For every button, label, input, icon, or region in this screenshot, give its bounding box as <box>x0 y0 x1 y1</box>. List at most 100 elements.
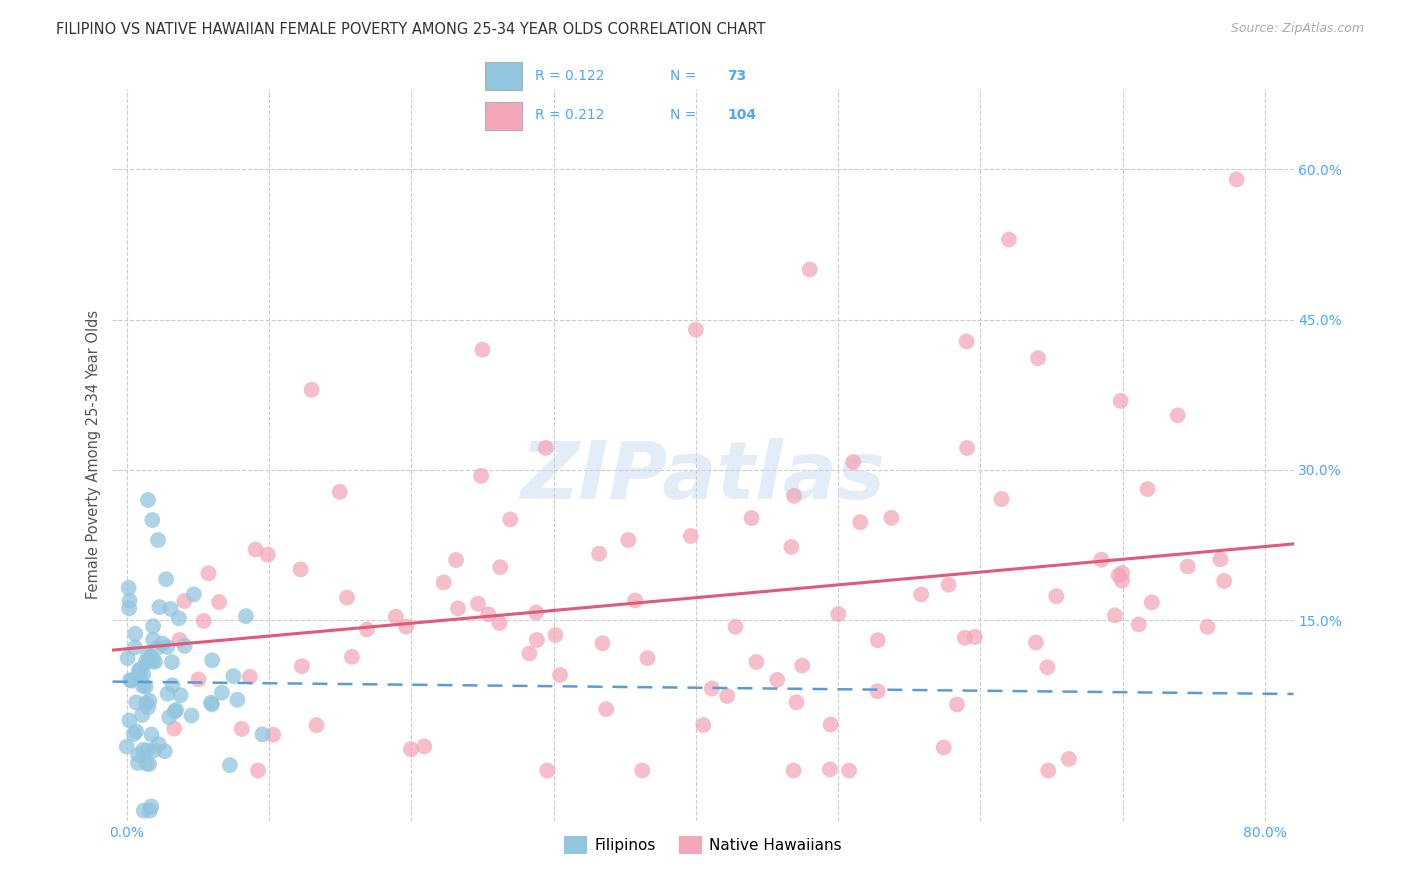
Point <box>252 727 274 741</box>
Point <box>624 593 647 607</box>
Point <box>291 659 314 673</box>
Point <box>127 756 149 770</box>
Point <box>139 804 162 818</box>
Point <box>305 718 328 732</box>
Point <box>141 799 163 814</box>
Text: Source: ZipAtlas.com: Source: ZipAtlas.com <box>1230 22 1364 36</box>
Point <box>595 702 617 716</box>
Point <box>799 262 821 277</box>
Point <box>193 614 215 628</box>
Point <box>143 743 166 757</box>
Point <box>226 693 249 707</box>
Point <box>163 722 186 736</box>
Point <box>131 708 153 723</box>
Point <box>136 648 159 662</box>
Point <box>156 640 179 654</box>
Point <box>1167 409 1189 423</box>
Point <box>125 695 148 709</box>
Point <box>866 684 889 698</box>
Text: N =: N = <box>671 109 700 122</box>
Point <box>838 764 860 778</box>
Point <box>1108 568 1130 582</box>
Point <box>138 694 160 708</box>
Point <box>129 662 152 676</box>
Point <box>1111 574 1133 588</box>
Point <box>526 632 548 647</box>
Point <box>534 441 557 455</box>
Point <box>685 323 707 337</box>
Point <box>157 710 180 724</box>
Point <box>120 673 142 687</box>
Point <box>118 593 141 607</box>
Point <box>1136 482 1159 496</box>
Legend: Filipinos, Native Hawaiians: Filipinos, Native Hawaiians <box>558 830 848 861</box>
Point <box>169 632 191 647</box>
Point <box>953 631 976 645</box>
Point <box>792 658 814 673</box>
Point <box>1090 553 1112 567</box>
Point <box>165 703 187 717</box>
Point <box>148 600 170 615</box>
Point <box>1038 764 1060 778</box>
Point <box>118 581 141 595</box>
Point <box>142 632 165 647</box>
Point <box>1057 752 1080 766</box>
Point <box>290 562 312 576</box>
Point <box>818 763 841 777</box>
Point <box>692 718 714 732</box>
Point <box>148 737 170 751</box>
FancyBboxPatch shape <box>485 102 522 130</box>
Point <box>256 548 278 562</box>
Point <box>301 383 323 397</box>
Point <box>536 764 558 778</box>
Point <box>471 343 494 357</box>
Point <box>141 513 163 527</box>
Point <box>162 678 184 692</box>
Point <box>115 739 138 754</box>
Point <box>820 717 842 731</box>
Text: N =: N = <box>671 69 700 83</box>
Point <box>1045 589 1067 603</box>
Point <box>544 628 567 642</box>
Point <box>163 705 186 719</box>
Point <box>208 595 231 609</box>
Point <box>135 756 157 771</box>
Point <box>827 607 849 621</box>
Point <box>488 615 510 630</box>
Point <box>745 655 768 669</box>
Point <box>136 700 159 714</box>
Point <box>395 620 418 634</box>
Point <box>141 727 163 741</box>
Point <box>121 673 143 688</box>
Point <box>211 686 233 700</box>
Point <box>519 647 541 661</box>
Point <box>956 441 979 455</box>
Point <box>1036 660 1059 674</box>
Point <box>142 619 165 633</box>
Point <box>946 698 969 712</box>
Point <box>932 740 955 755</box>
Point <box>741 511 763 525</box>
Point <box>617 533 640 547</box>
Point <box>782 764 804 778</box>
Point <box>340 649 363 664</box>
Point <box>127 747 149 762</box>
Point <box>219 758 242 772</box>
Point <box>477 607 499 622</box>
Point <box>356 623 378 637</box>
Point <box>592 636 614 650</box>
Point <box>197 566 219 581</box>
Point <box>138 757 160 772</box>
Point <box>173 594 195 608</box>
Text: ZIPatlas: ZIPatlas <box>520 438 886 516</box>
Point <box>399 742 422 756</box>
Point <box>631 764 654 778</box>
Point <box>146 641 169 656</box>
Point <box>201 698 224 712</box>
Point <box>329 484 352 499</box>
Point <box>489 560 512 574</box>
Point <box>1128 617 1150 632</box>
Point <box>849 515 872 529</box>
Point <box>1111 566 1133 580</box>
Point <box>245 542 267 557</box>
